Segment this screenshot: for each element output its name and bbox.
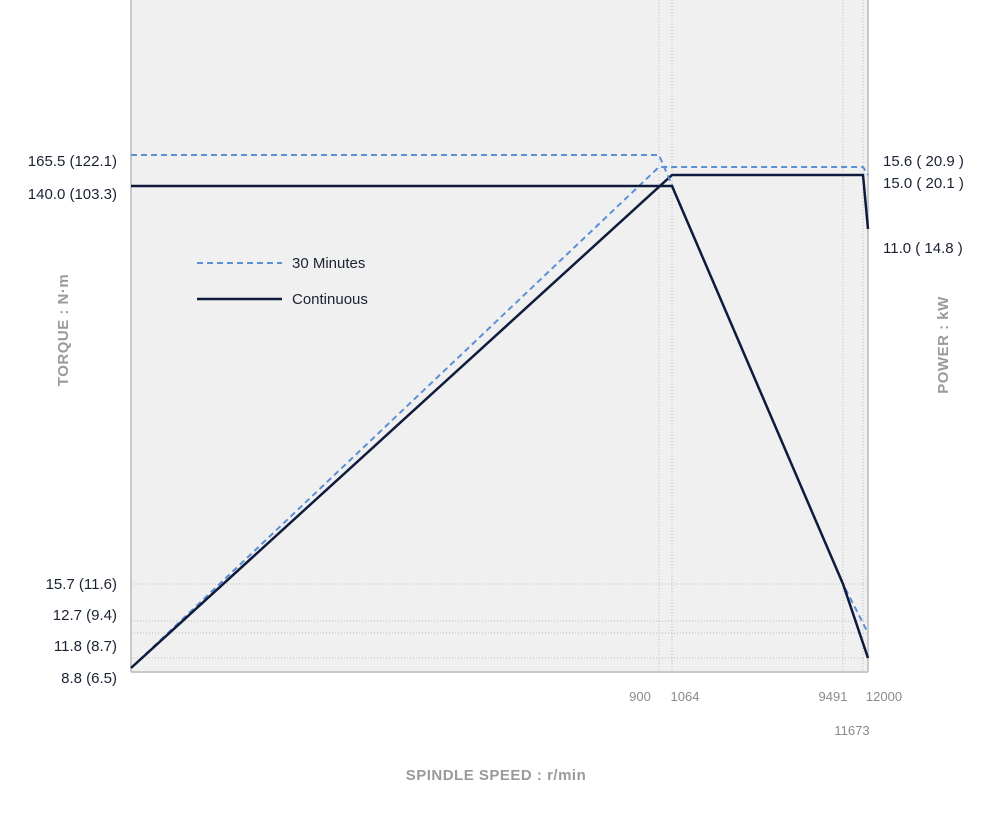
- x-tick-label: 9491: [819, 689, 848, 704]
- torque-tick-label: 15.7 (11.6): [46, 576, 117, 593]
- y-axis-left-title: TORQUE : N·m: [55, 274, 72, 386]
- x-tick-label: 1064: [671, 689, 700, 704]
- torque-tick-label: 140.0 (103.3): [28, 186, 117, 203]
- plot-area: [131, 0, 868, 672]
- y-axis-right-title: POWER : kW: [935, 296, 952, 394]
- power-tick-label: 15.0 ( 20.1 ): [883, 175, 964, 192]
- torque-tick-label: 12.7 (9.4): [53, 607, 117, 624]
- torque-tick-label: 165.5 (122.1): [28, 153, 117, 170]
- legend-label-continuous: Continuous: [292, 291, 368, 308]
- torque-tick-label: 11.8 (8.7): [54, 638, 117, 655]
- torque-tick-label: 8.8 (6.5): [61, 670, 117, 687]
- legend-label-30-minutes: 30 Minutes: [292, 255, 365, 272]
- x-tick-label: 11673: [834, 723, 869, 738]
- series-power-30-minutes: [130, 166, 869, 669]
- power-tick-label: 11.0 ( 14.8 ): [883, 240, 963, 257]
- legend: 30 Minutes Continuous: [197, 255, 368, 308]
- x-tick-label: 900: [629, 689, 651, 704]
- series-power-continuous: [130, 173, 870, 669]
- power-tick-label: 15.6 ( 20.9 ): [883, 153, 964, 170]
- x-axis-title: SPINDLE SPEED : r/min: [406, 767, 587, 784]
- x-tick-label: 12000: [866, 689, 902, 704]
- series-torque-continuous: [131, 184, 870, 659]
